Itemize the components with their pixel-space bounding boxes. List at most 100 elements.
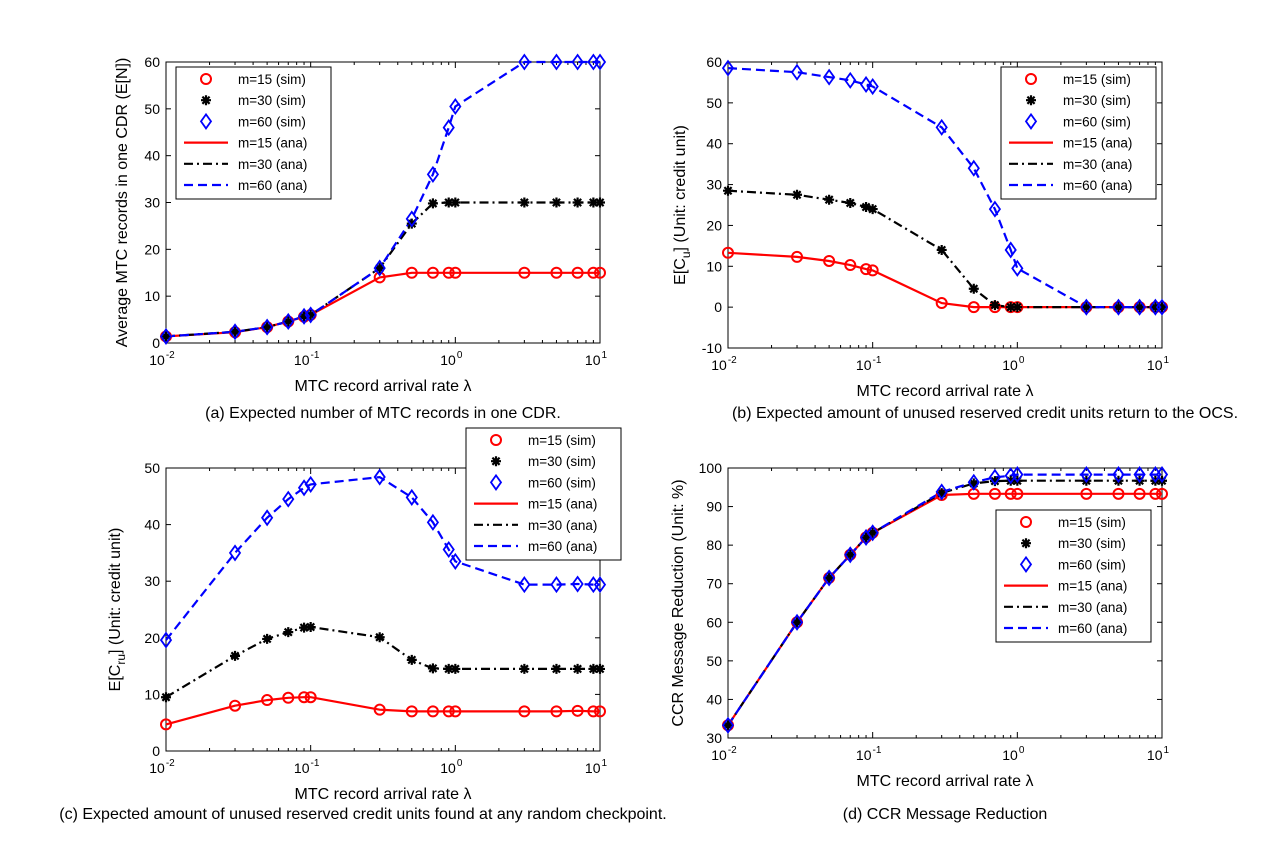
data-point-m=30: [299, 311, 310, 322]
x-tick-label: 10-2: [149, 350, 175, 368]
data-point-m=30: [595, 197, 605, 208]
data-point-m=60: [518, 576, 531, 594]
data-point-m=60: [866, 524, 879, 542]
y-tick-label: 70: [706, 576, 722, 592]
data-point-m=30: [824, 572, 835, 583]
x-tick-label: 100: [1002, 745, 1025, 763]
data-point-m=30: [861, 532, 872, 543]
legend-box: [465, 427, 622, 561]
x-tick-label: 100: [440, 758, 463, 776]
data-point-m=60: [721, 59, 735, 77]
data-point-m=30: [1005, 302, 1016, 313]
data-point-m=30: [230, 326, 241, 337]
legend-marker: [1026, 95, 1036, 106]
data-point-m=60: [844, 71, 857, 89]
y-tick-label: 0: [714, 299, 722, 315]
data-point-m=60: [304, 475, 317, 493]
y-tick-label: 40: [144, 517, 160, 533]
data-point-m=30: [262, 633, 273, 644]
data-point-m=15: [550, 266, 563, 279]
x-axis-label: MTC record arrival rate λ: [857, 383, 1034, 400]
data-point-m=60: [550, 53, 563, 71]
legend: m=15 (sim) m=30 (sim) m=60 (sim) m=15 (ana)…: [465, 427, 622, 561]
data-point-m=15: [282, 691, 295, 704]
data-point-m=15: [449, 266, 462, 279]
legend-label: m=15 (ana): [1058, 579, 1127, 594]
y-axis-label: Average MTC records in one CDR (E[N]): [114, 58, 131, 348]
y-tick-label: 50: [706, 653, 722, 669]
data-point-m=60: [442, 119, 455, 137]
data-point-m=60: [159, 327, 173, 345]
data-point-m=60: [282, 490, 295, 508]
data-point-m=60: [988, 468, 1002, 486]
legend-marker: [1021, 538, 1031, 549]
data-point-m=60: [1133, 466, 1146, 484]
legend-marker: [1020, 516, 1032, 528]
legend-marker: [1025, 73, 1037, 85]
data-point-m=60: [1133, 298, 1146, 316]
y-axis-label: E[Cu] (Unit: credit unit): [672, 125, 693, 285]
data-point-m=15: [1149, 487, 1162, 500]
data-point-m=60: [1112, 298, 1125, 316]
legend-label: m=30 (sim): [528, 454, 596, 469]
data-point-m=30: [845, 549, 856, 560]
data-point-m=30: [936, 488, 947, 499]
y-tick-label: 20: [706, 217, 722, 233]
data-point-m=60: [721, 716, 735, 734]
y-tick-label: 10: [706, 258, 722, 274]
data-point-m=60: [823, 569, 836, 587]
data-point-m=30: [723, 720, 733, 731]
x-tick-label: 10-1: [856, 355, 882, 373]
data-point-m=60: [449, 97, 462, 116]
data-point-m=30: [299, 622, 310, 633]
legend-marker: [1019, 555, 1033, 573]
x-tick-label: 100: [1002, 355, 1025, 373]
legend-marker: [1024, 112, 1038, 130]
data-point-m=60: [935, 483, 948, 501]
x-tick-label: 101: [585, 758, 608, 776]
y-tick-label: 20: [144, 241, 160, 257]
legend-marker: [200, 73, 212, 85]
data-point-m=60: [449, 552, 462, 570]
data-point-m=30: [1081, 302, 1092, 313]
x-tick-label: 10-1: [856, 745, 882, 763]
data-point-m=15: [1011, 487, 1024, 500]
data-point-m=30: [595, 663, 605, 674]
data-point-m=30: [1134, 302, 1145, 313]
x-axis-label: MTC record arrival rate λ: [857, 773, 1034, 790]
series-line-m=60: [727, 67, 1162, 309]
legend-marker: [489, 473, 503, 491]
data-point-m=60: [261, 318, 274, 336]
y-tick-label: 40: [706, 136, 722, 152]
legend-marker: [199, 112, 213, 130]
legend-box: [995, 509, 1152, 643]
legend-label: m=15 (ana): [528, 497, 597, 512]
data-point-m=60: [593, 576, 607, 594]
y-tick-label: 50: [144, 460, 160, 476]
data-point-m=30: [572, 663, 583, 674]
x-tick-label: 101: [1147, 355, 1170, 373]
data-point-m=60: [859, 75, 873, 94]
data-point-m=60: [405, 488, 418, 506]
data-point-m=60: [373, 468, 386, 486]
data-point-m=15: [594, 266, 606, 279]
data-point-m=30: [1005, 475, 1016, 486]
legend-label: m=60 (sim): [238, 114, 306, 129]
data-point-m=60: [228, 323, 242, 341]
y-tick-label: 60: [706, 54, 722, 70]
y-tick-label: 80: [706, 537, 722, 553]
data-point-m=30: [845, 197, 856, 208]
data-point-m=15: [587, 266, 600, 279]
series-line-m=30: [727, 479, 1162, 726]
chart-caption: (b) Expected amount of unused reserved c…: [732, 405, 1238, 422]
data-point-m=15: [405, 266, 418, 279]
data-point-m=30: [989, 476, 1000, 487]
series-line-m=15: [165, 696, 600, 726]
data-point-m=15: [1133, 487, 1146, 500]
data-point-m=60: [1004, 241, 1017, 259]
data-point-m=15: [935, 297, 948, 310]
data-point-m=30: [406, 218, 417, 229]
chart-c: 0 10 20 30 40 50 10-2 10-1 100 101 m=15 (sim) m=30 …: [59, 427, 667, 823]
data-point-m=60: [1011, 466, 1024, 484]
series-line-m=30: [165, 201, 600, 338]
